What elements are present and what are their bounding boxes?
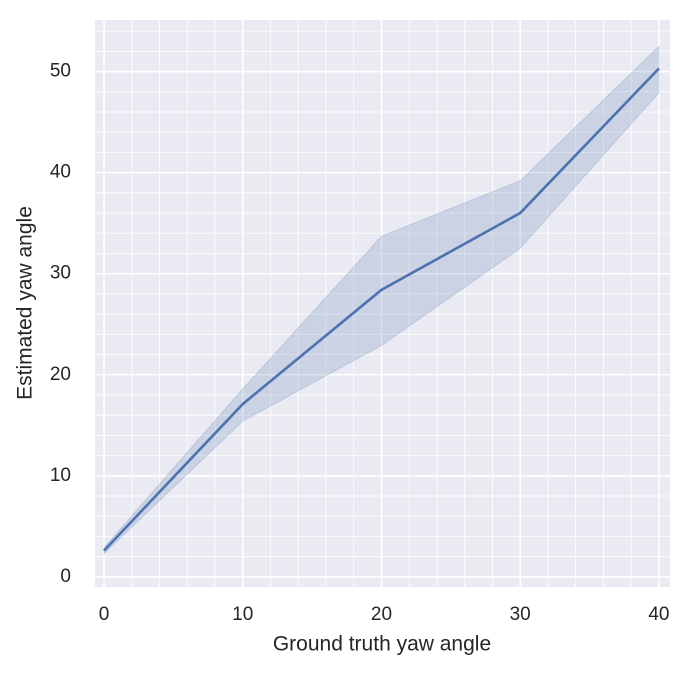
x-tick-label: 20 <box>371 604 392 625</box>
y-tick-label: 40 <box>50 162 71 183</box>
x-tick-label: 40 <box>648 604 669 625</box>
line <box>103 67 660 552</box>
x-axis-label: Ground truth yaw angle <box>273 633 491 656</box>
y-tick-label: 10 <box>50 465 71 486</box>
y-tick-label: 50 <box>50 61 71 82</box>
x-tick-label: 30 <box>510 604 531 625</box>
y-tick-label: 20 <box>50 364 71 385</box>
y-tick-label: 0 <box>60 566 71 587</box>
x-tick-label: 10 <box>232 604 253 625</box>
confidence-band <box>103 45 660 555</box>
y-axis-label: Estimated yaw angle <box>14 206 37 400</box>
x-tick-label: 0 <box>99 604 110 625</box>
plot-background <box>95 20 670 587</box>
y-tick-label: 30 <box>50 263 71 284</box>
